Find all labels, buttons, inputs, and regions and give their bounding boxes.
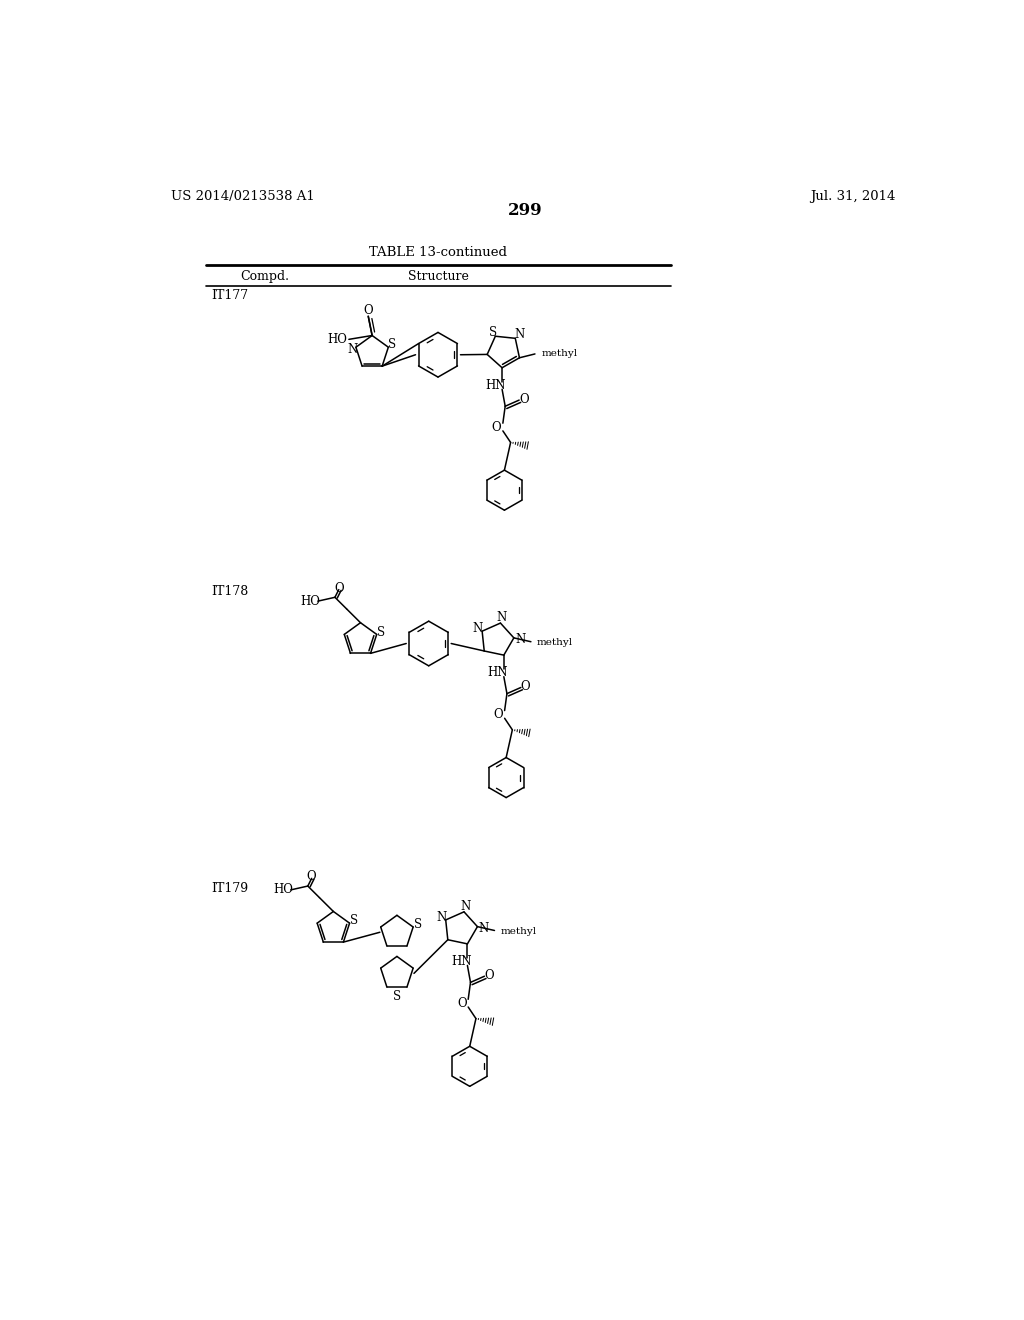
Text: TABLE 13-continued: TABLE 13-continued [369, 246, 507, 259]
Text: US 2014/0213538 A1: US 2014/0213538 A1 [171, 190, 314, 203]
Text: O: O [307, 870, 316, 883]
Text: O: O [492, 421, 502, 433]
Text: methyl: methyl [501, 927, 537, 936]
Text: N: N [472, 622, 482, 635]
Text: HO: HO [328, 333, 347, 346]
Text: S: S [350, 915, 358, 928]
Text: O: O [521, 680, 530, 693]
Text: HO: HO [273, 883, 293, 896]
Text: methyl: methyl [538, 638, 573, 647]
Text: methyl: methyl [541, 348, 578, 358]
Text: Structure: Structure [408, 269, 468, 282]
Text: IT178: IT178 [212, 585, 249, 598]
Text: O: O [519, 393, 528, 405]
Text: S: S [414, 919, 422, 931]
Text: IT177: IT177 [212, 289, 249, 302]
Text: O: O [364, 304, 373, 317]
Text: S: S [388, 338, 396, 351]
Text: N: N [515, 632, 525, 645]
Text: O: O [334, 582, 344, 594]
Text: HN: HN [487, 667, 508, 680]
Text: HO: HO [300, 594, 321, 607]
Text: N: N [347, 343, 357, 356]
Text: N: N [514, 327, 524, 341]
Text: N: N [461, 900, 471, 913]
Text: N: N [478, 921, 488, 935]
Text: S: S [377, 626, 385, 639]
Text: HN: HN [451, 956, 471, 968]
Text: Jul. 31, 2014: Jul. 31, 2014 [810, 190, 895, 203]
Text: N: N [436, 911, 446, 924]
Text: O: O [457, 997, 467, 1010]
Text: Compd.: Compd. [241, 269, 290, 282]
Text: HN: HN [485, 379, 506, 392]
Text: 299: 299 [508, 202, 542, 219]
Text: O: O [484, 969, 494, 982]
Text: O: O [494, 708, 503, 721]
Text: IT179: IT179 [212, 882, 249, 895]
Text: N: N [497, 611, 507, 624]
Text: S: S [489, 326, 497, 339]
Text: S: S [393, 990, 401, 1003]
